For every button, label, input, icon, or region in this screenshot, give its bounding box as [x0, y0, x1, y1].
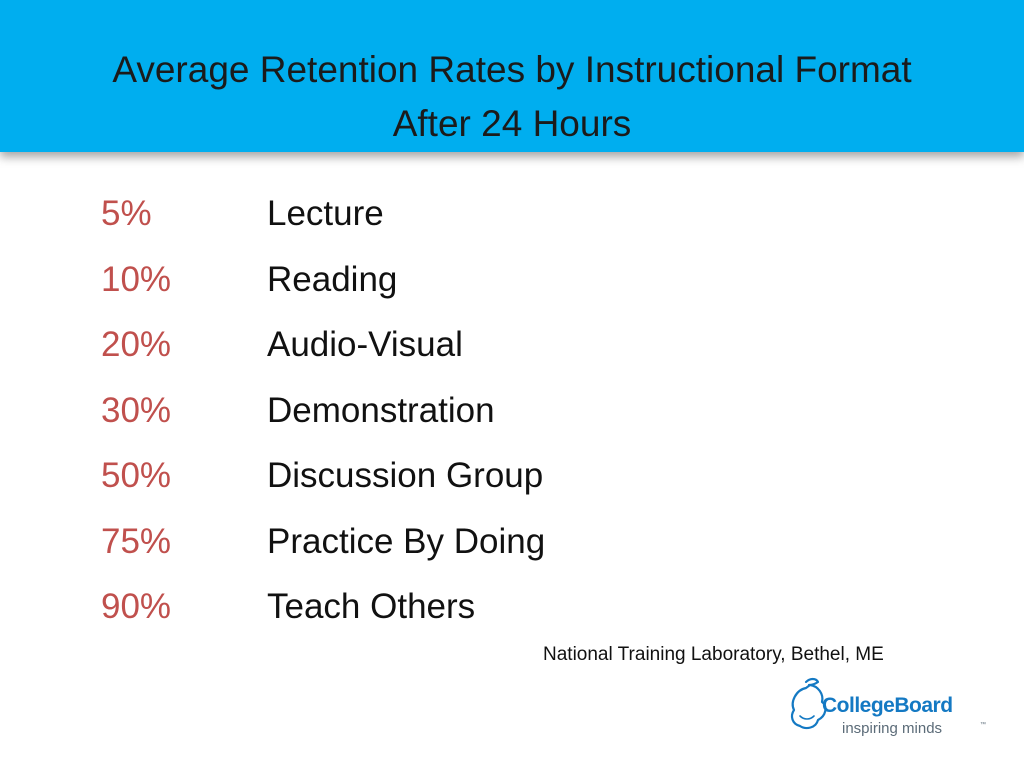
slide-title-line-1: Average Retention Rates by Instructional…	[112, 49, 912, 90]
list-item: 75% Practice By Doing	[0, 516, 1024, 582]
list-item: 90% Teach Others	[0, 581, 1024, 647]
list-item: 50% Discussion Group	[0, 450, 1024, 516]
acorn-icon	[790, 677, 827, 730]
source-citation: National Training Laboratory, Bethel, ME	[543, 644, 884, 665]
retention-list: 5% Lecture 10% Reading 20% Audio-Visual …	[0, 188, 1024, 647]
logo-trademark: ™	[980, 722, 986, 728]
list-item: 5% Lecture	[0, 188, 1024, 254]
retention-percent: 75%	[101, 521, 172, 561]
list-item: 20% Audio-Visual	[0, 319, 1024, 385]
retention-percent: 50%	[101, 456, 172, 495]
instructional-format: Discussion Group	[267, 456, 544, 495]
instructional-format: Practice By Doing	[267, 521, 546, 561]
instructional-format: Demonstration	[267, 390, 495, 430]
slide-title-line-2: After 24 Hours	[392, 103, 632, 144]
instructional-format: Audio-Visual	[267, 325, 463, 364]
retention-percent: 10%	[101, 259, 172, 299]
logo-tagline: inspiring minds	[842, 720, 943, 737]
logo-brand-text: CollegeBoard	[822, 694, 953, 717]
collegeboard-logo: CollegeBoard inspiring minds ™	[788, 676, 988, 744]
retention-percent: 30%	[101, 390, 172, 430]
title-banner: Average Retention Rates by Instructional…	[0, 0, 1024, 152]
instructional-format: Teach Others	[267, 587, 476, 626]
retention-percent: 5%	[101, 194, 152, 233]
list-item: 30% Demonstration	[0, 385, 1024, 451]
instructional-format: Reading	[267, 259, 398, 299]
retention-percent: 90%	[101, 587, 172, 626]
instructional-format: Lecture	[267, 194, 384, 233]
list-item: 10% Reading	[0, 254, 1024, 320]
retention-percent: 20%	[101, 325, 172, 364]
